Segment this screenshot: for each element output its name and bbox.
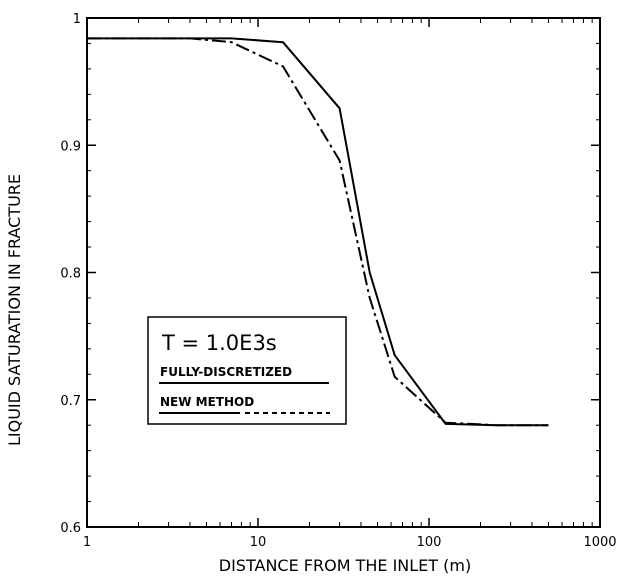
x-tick-label: 10 bbox=[250, 535, 267, 550]
x-tick-label: 100 bbox=[417, 535, 442, 550]
series-line-new-method bbox=[87, 37, 549, 427]
x-tick-label: 1000 bbox=[583, 535, 616, 550]
x-axis-title: DISTANCE FROM THE INLET (m) bbox=[219, 556, 471, 575]
legend: T = 1.0E3s FULLY-DISCRETIZED NEW METHOD bbox=[147, 316, 347, 425]
legend-box bbox=[147, 316, 347, 425]
legend-entry-fully-discretized: FULLY-DISCRETIZED bbox=[160, 365, 292, 379]
legend-entry-new-method: NEW METHOD bbox=[160, 395, 254, 409]
x-tick-label: 1 bbox=[83, 535, 91, 550]
y-tick-label: 0.6 bbox=[60, 521, 81, 536]
y-tick-label: 0.9 bbox=[60, 139, 81, 154]
legend-title: T = 1.0E3s bbox=[161, 331, 277, 355]
y-tick-label: 0.8 bbox=[60, 267, 81, 282]
y-axis-title: LIQUID SATURATION IN FRACTURE bbox=[5, 174, 24, 446]
y-tick-label: 1 bbox=[73, 12, 81, 27]
y-tick-label: 0.7 bbox=[60, 394, 81, 409]
plot-area-frame bbox=[86, 17, 601, 528]
